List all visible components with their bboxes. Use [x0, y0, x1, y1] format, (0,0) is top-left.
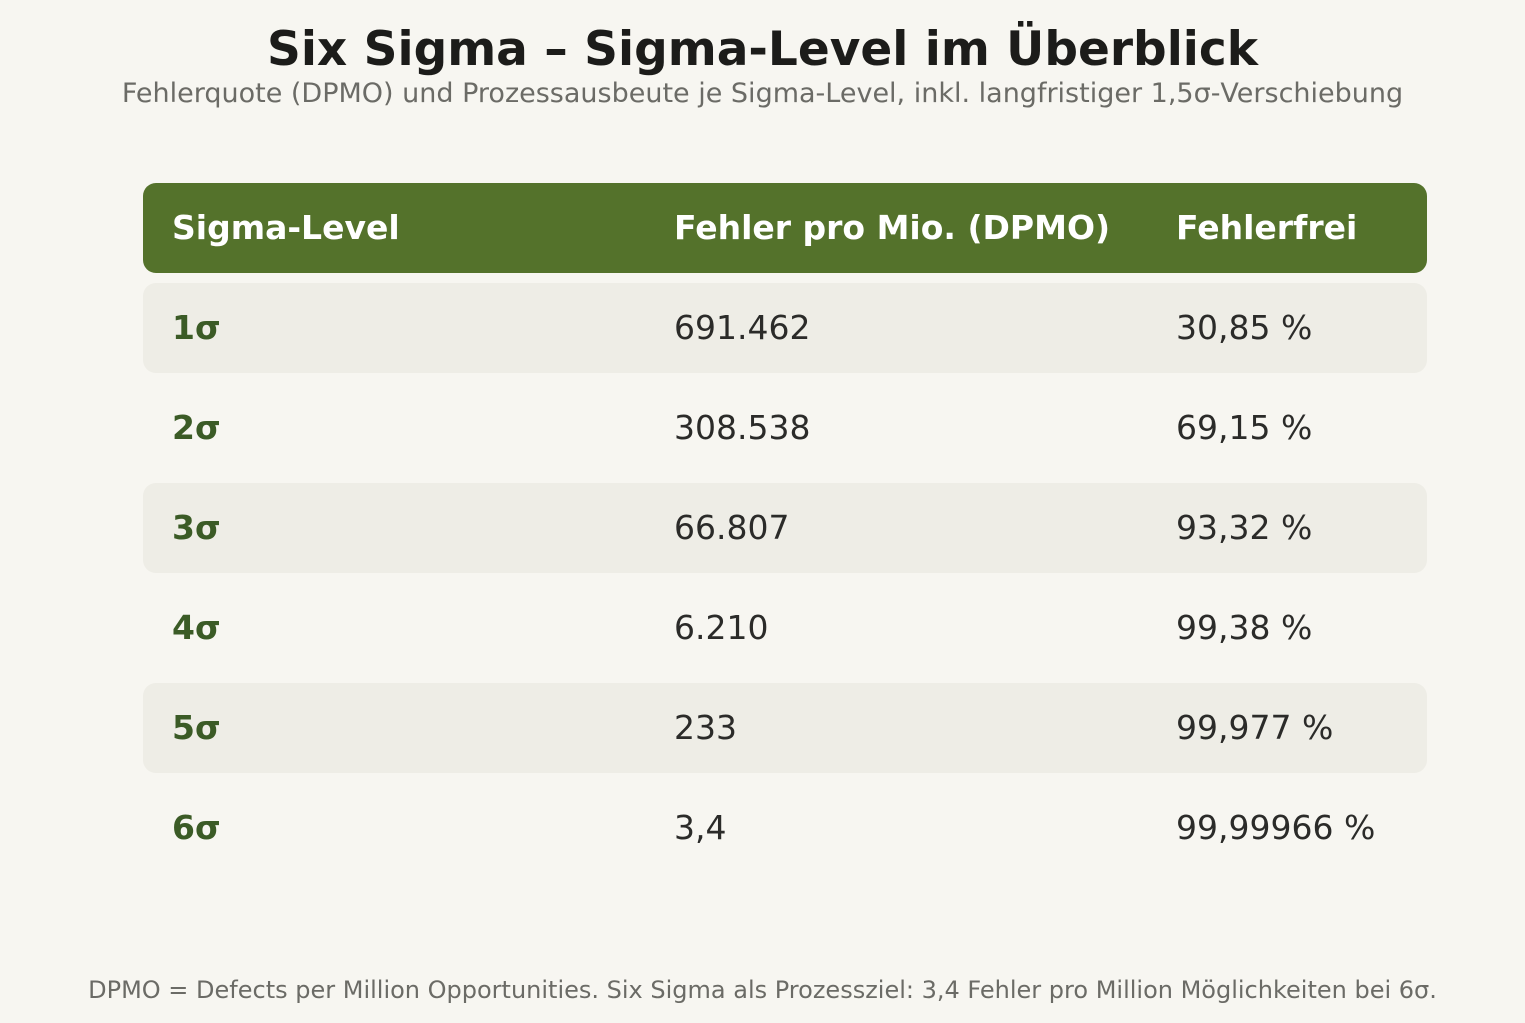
yield-cell: 93,32 % [1176, 508, 1313, 547]
sigma-level-cell: 5σ [172, 708, 221, 747]
dpmo-cell: 233 [674, 708, 737, 747]
yield-cell: 99,38 % [1176, 608, 1313, 647]
sigma-level-cell: 4σ [172, 608, 221, 647]
dpmo-cell: 308.538 [674, 408, 811, 447]
table-header-row: Sigma-Level Fehler pro Mio. (DPMO) Fehle… [143, 183, 1427, 273]
yield-cell: 99,99966 % [1176, 808, 1376, 847]
column-header-fehlerfrei: Fehlerfrei [1176, 208, 1358, 247]
yield-cell: 69,15 % [1176, 408, 1313, 447]
table-row: 4σ 6.210 99,38 % [143, 583, 1427, 673]
chart-subtitle: Fehlerquote (DPMO) und Prozessausbeute j… [121, 78, 1404, 109]
table-row: 3σ 66.807 93,32 % [143, 483, 1427, 573]
yield-cell: 99,977 % [1176, 708, 1334, 747]
sigma-level-cell: 6σ [172, 808, 221, 847]
yield-cell: 30,85 % [1176, 308, 1313, 347]
chart-title: Six Sigma – Sigma-Level im Überblick [266, 22, 1259, 77]
table-row: 6σ 3,4 99,99966 % [143, 783, 1427, 873]
sigma-level-cell: 2σ [172, 408, 221, 447]
sigma-level-cell: 3σ [172, 508, 221, 547]
dpmo-cell: 3,4 [674, 808, 727, 847]
table-row: 2σ 308.538 69,15 % [143, 383, 1427, 473]
sigma-level-cell: 1σ [172, 308, 221, 347]
table-row: 5σ 233 99,977 % [143, 683, 1427, 773]
column-header-sigma-level: Sigma-Level [172, 208, 400, 247]
dpmo-cell: 691.462 [674, 308, 811, 347]
table-row: 1σ 691.462 30,85 % [143, 283, 1427, 373]
dpmo-cell: 6.210 [674, 608, 769, 647]
dpmo-cell: 66.807 [674, 508, 790, 547]
footnote: DPMO = Defects per Million Opportunities… [88, 976, 1437, 1004]
column-header-dpmo: Fehler pro Mio. (DPMO) [674, 208, 1111, 247]
